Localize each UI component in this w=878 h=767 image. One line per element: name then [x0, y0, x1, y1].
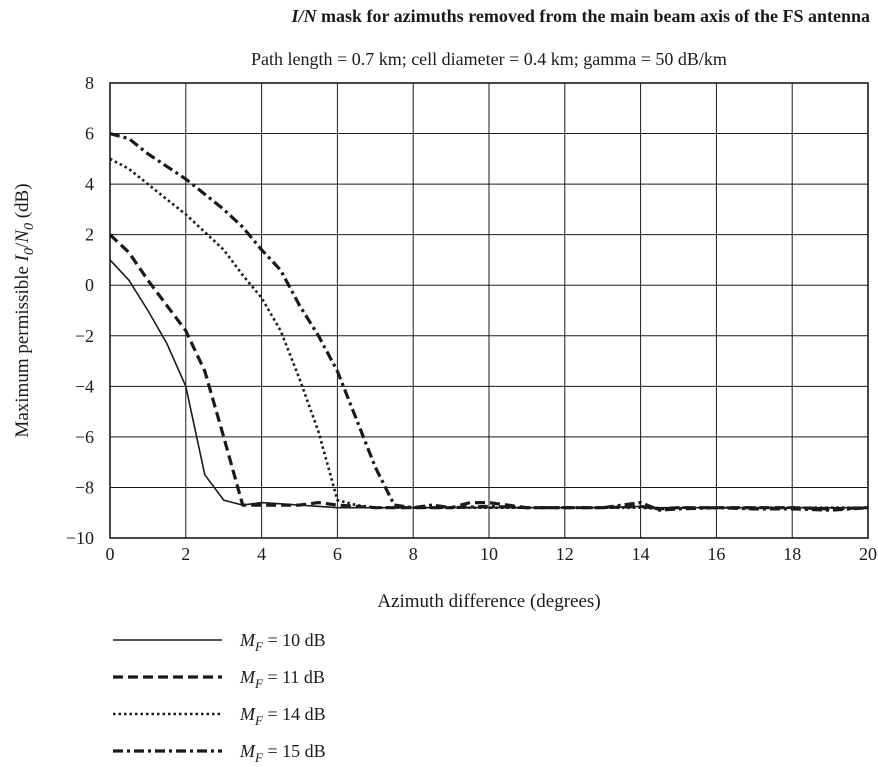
y-axis-label: Maximum permissible I0/N0 (dB)	[12, 183, 37, 437]
x-tick-label: 8	[409, 544, 418, 564]
y-tick-label: 6	[85, 124, 94, 144]
grid	[110, 83, 868, 538]
chart-title-prefix: I/N	[291, 6, 317, 26]
y-tick-label: −2	[75, 326, 94, 346]
legend-label-4: MF = 15 dB	[239, 741, 326, 765]
x-tick-labels: 0 2 4 6 8 10 12 14 16 18 20	[106, 544, 878, 564]
chart-title-rest: mask for azimuths removed from the main …	[316, 6, 870, 26]
x-tick-label: 18	[783, 544, 801, 564]
x-tick-label: 14	[632, 544, 650, 564]
series-line-4	[109, 132, 869, 512]
y-tick-label: 2	[85, 225, 94, 245]
y-tick-label: 0	[85, 275, 94, 295]
y-tick-label: −8	[75, 477, 94, 497]
series-line-2	[108, 233, 869, 511]
y-tick-label: 8	[85, 73, 94, 93]
chart-title: I/N mask for azimuths removed from the m…	[0, 6, 878, 27]
x-tick-label: 6	[333, 544, 342, 564]
x-tick-label: 10	[480, 544, 498, 564]
x-axis-label: Azimuth difference (degrees)	[377, 591, 600, 612]
x-tick-label: 16	[707, 544, 725, 564]
x-tick-label: 0	[106, 544, 115, 564]
y-tick-label: −4	[75, 376, 94, 396]
series-layer	[108, 132, 869, 512]
x-tick-label: 12	[556, 544, 574, 564]
x-tick-label: 2	[181, 544, 190, 564]
plot-frame	[109, 82, 869, 539]
legend-label-2: MF = 11 dB	[239, 667, 325, 691]
y-tick-labels: 8 6 4 2 0 −2 −4 −6 −8 −10	[66, 73, 94, 548]
legend-label-3: MF = 14 dB	[239, 704, 326, 728]
y-tick-label: −6	[75, 427, 94, 447]
y-tick-label: −10	[66, 528, 94, 548]
plot-border	[109, 82, 869, 539]
y-tick-label: 4	[85, 174, 94, 194]
chart-subtitle: Path length = 0.7 km; cell diameter = 0.…	[251, 49, 727, 69]
series-line-3	[109, 157, 868, 511]
x-tick-label: 20	[859, 544, 877, 564]
legend-label-1: MF = 10 dB	[239, 630, 326, 654]
x-tick-label: 4	[257, 544, 266, 564]
legend: MF = 10 dB MF = 11 dB MF = 14 dB MF = 15 dB	[113, 630, 326, 765]
